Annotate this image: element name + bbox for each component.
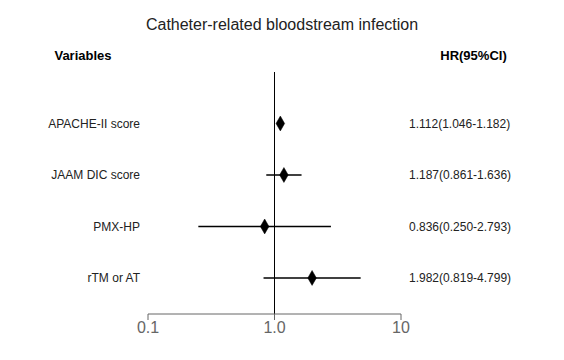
svg-text:PMX-HP: PMX-HP xyxy=(93,220,140,234)
svg-text:0.1: 0.1 xyxy=(137,319,159,336)
svg-text:1.187(0.861-1.636): 1.187(0.861-1.636) xyxy=(409,168,511,182)
svg-text:0.836(0.250-2.793): 0.836(0.250-2.793) xyxy=(409,220,511,234)
svg-text:1.0: 1.0 xyxy=(263,319,285,336)
svg-text:APACHE-II score: APACHE-II score xyxy=(48,117,140,131)
svg-text:rTM or AT: rTM or AT xyxy=(88,271,141,285)
svg-text:10: 10 xyxy=(392,319,410,336)
html-text:HR(95%CI): HR(95%CI) xyxy=(440,48,507,63)
svg-text:1.982(0.819-4.799): 1.982(0.819-4.799) xyxy=(409,271,511,285)
html-text:Catheter-related bloodstream i: Catheter-related bloodstream infection xyxy=(145,16,419,33)
svg-text:1.112(1.046-1.182): 1.112(1.046-1.182) xyxy=(409,117,510,131)
html-text:Variables: Variables xyxy=(54,48,112,63)
svg-text:JAAM DIC score: JAAM DIC score xyxy=(51,168,140,182)
